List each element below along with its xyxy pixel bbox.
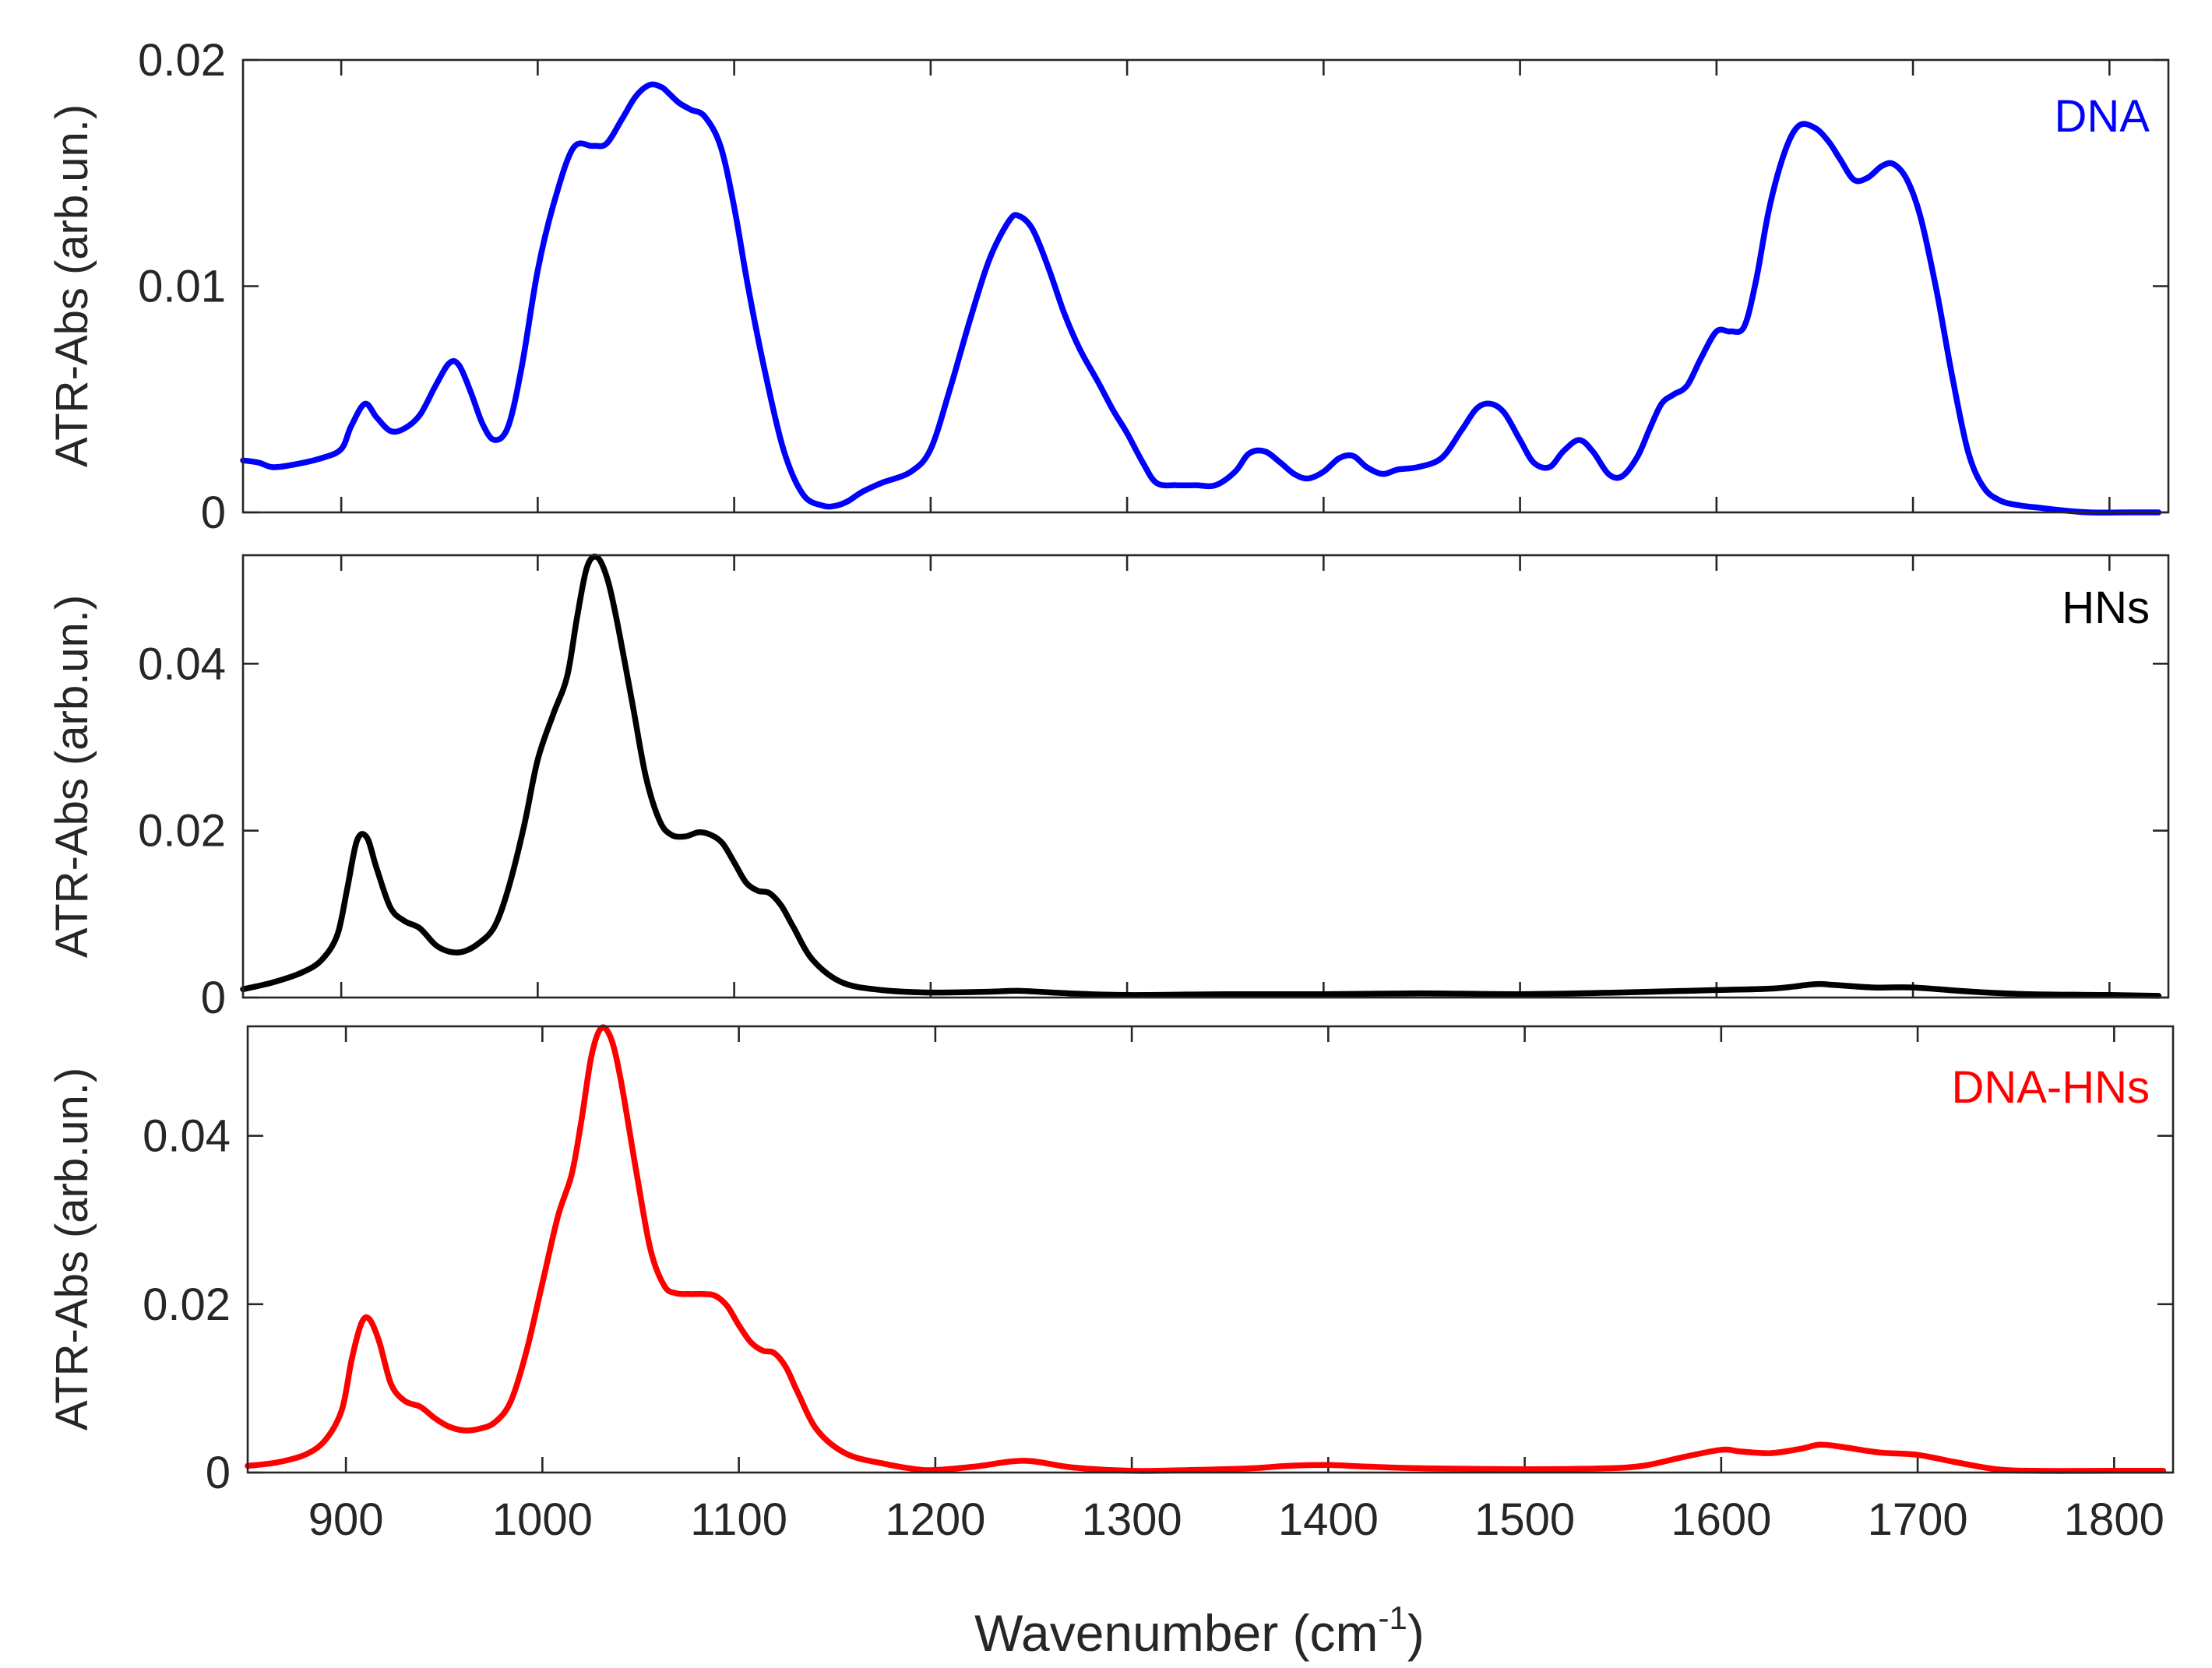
panel-dna-ytick-labels: 0 0.01 0.02 — [138, 35, 226, 538]
x-tick-label-1400: 1400 — [1278, 1494, 1379, 1545]
panel-hns: 0 0.02 0.04 ATR-Abs (arb.un.) HNs — [47, 553, 2170, 1023]
panel-dna-hns-series — [245, 1024, 2167, 1474]
x-axis-label-superscript: -1 — [1379, 1599, 1407, 1636]
panel-dna-legend: DNA — [2055, 91, 2150, 142]
x-tick-labels: 900 1000 1100 1200 1300 1400 1500 1600 1700 1800 — [308, 1494, 2164, 1545]
x-tick-label-1000: 1000 — [492, 1494, 593, 1545]
panel-dna-hns-ytick-label: 0.04 — [143, 1111, 231, 1162]
x-axis-label-main: Wavenumber (cm — [974, 1604, 1378, 1662]
panel-dna-hns-ytick-label: 0.02 — [143, 1279, 231, 1330]
x-axis-label: Wavenumber (cm-1) — [974, 1599, 1425, 1662]
panel-dna-ytick-label: 0 — [201, 487, 226, 538]
x-tick-label-1300: 1300 — [1082, 1494, 1182, 1545]
panel-hns-ylabel: ATR-Abs (arb.un.) — [47, 595, 97, 958]
panel-dna-hns: 0 0.02 0.04 ATR-Abs (arb.un.) DNA-HNs — [47, 1024, 2175, 1498]
panel-dna-hns-ytick-labels: 0 0.02 0.04 — [143, 1111, 231, 1498]
panel-dna-hns-legend: DNA-HNs — [1951, 1062, 2150, 1113]
panel-hns-ytick-label: 0.02 — [138, 806, 226, 857]
panel-dna-ytick-label: 0.01 — [138, 262, 226, 312]
panel-dna-ylabel: ATR-Abs (arb.un.) — [47, 104, 97, 467]
panel-hns-series — [240, 553, 2162, 999]
panel-dna-ytick-label: 0.02 — [138, 35, 226, 86]
panel-dna-hns-frame — [246, 1025, 2175, 1474]
x-tick-label-1200: 1200 — [885, 1494, 985, 1545]
series-line-dna — [240, 81, 2162, 516]
x-tick-label-1700: 1700 — [1868, 1494, 1968, 1545]
panel-dna: 0 0.01 0.02 ATR-Abs (arb.un.) DNA — [47, 35, 2170, 538]
series-line-hns — [240, 553, 2162, 999]
x-tick-label-1100: 1100 — [690, 1494, 787, 1545]
series-line-dna-hns — [245, 1024, 2167, 1474]
panel-dna-hns-ylabel: ATR-Abs (arb.un.) — [47, 1068, 97, 1430]
x-axis-label-close: ) — [1407, 1604, 1425, 1662]
panel-hns-ytick-label: 0 — [201, 973, 226, 1023]
panel-dna-frame — [241, 58, 2170, 514]
panel-dna-series — [240, 81, 2162, 516]
panel-hns-ytick-label: 0.04 — [138, 639, 226, 689]
x-tick-label-1800: 1800 — [2064, 1494, 2164, 1545]
x-tick-label-1600: 1600 — [1671, 1494, 1771, 1545]
panel-hns-frame — [241, 554, 2170, 999]
panel-hns-ytick-labels: 0 0.02 0.04 — [138, 639, 226, 1023]
x-tick-label-900: 900 — [308, 1494, 384, 1545]
x-tick-label-1500: 1500 — [1474, 1494, 1575, 1545]
panel-hns-legend: HNs — [2062, 582, 2150, 633]
panel-dna-hns-ytick-label: 0 — [206, 1448, 231, 1498]
